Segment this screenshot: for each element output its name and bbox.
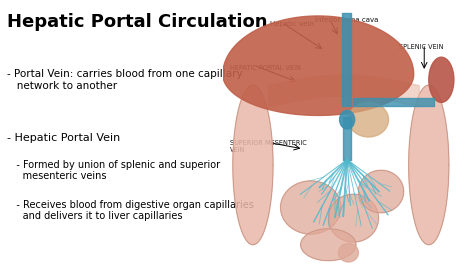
- Text: - Portal Vein: carries blood from one capillary
   network to another: - Portal Vein: carries blood from one ca…: [7, 69, 243, 91]
- Polygon shape: [281, 181, 341, 234]
- Text: Inferior vena cava: Inferior vena cava: [315, 17, 379, 23]
- Ellipse shape: [339, 110, 355, 129]
- Text: - Formed by union of splenic and superior
     mesenteric veins: - Formed by union of splenic and superio…: [7, 160, 220, 181]
- Polygon shape: [233, 85, 273, 245]
- Polygon shape: [223, 16, 414, 115]
- Text: Hepatic Portal Circulation: Hepatic Portal Circulation: [7, 13, 268, 31]
- Text: HEPATIC PORTAL VEIN: HEPATIC PORTAL VEIN: [230, 65, 301, 71]
- Polygon shape: [358, 170, 404, 213]
- Text: SUPERIOR MESENTERIC
VEIN: SUPERIOR MESENTERIC VEIN: [230, 140, 307, 153]
- Polygon shape: [328, 194, 379, 242]
- Ellipse shape: [348, 102, 389, 137]
- Polygon shape: [301, 229, 356, 261]
- Text: Hepatic vein: Hepatic vein: [270, 21, 314, 27]
- Text: SPLENIC VEIN: SPLENIC VEIN: [399, 44, 443, 50]
- Text: - Hepatic Portal Vein: - Hepatic Portal Vein: [7, 133, 120, 143]
- Text: - Receives blood from digestive organ capillaries
     and delivers it to liver : - Receives blood from digestive organ ca…: [7, 200, 254, 221]
- Polygon shape: [409, 85, 449, 245]
- Ellipse shape: [338, 243, 358, 262]
- Ellipse shape: [429, 57, 454, 102]
